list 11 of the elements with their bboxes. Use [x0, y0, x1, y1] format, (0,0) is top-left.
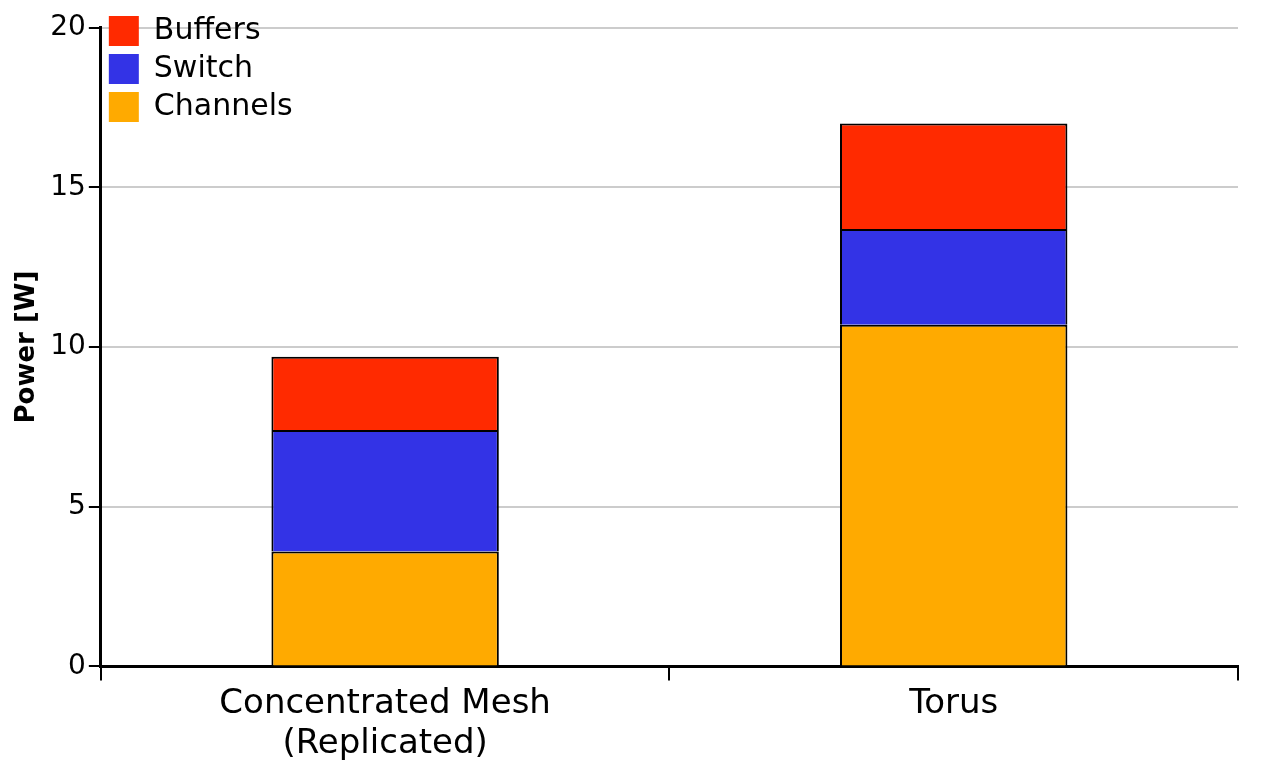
legend-label: Switch [153, 48, 254, 84]
legend-label: Buffers [153, 10, 261, 46]
y-tick-label: 20 [50, 9, 86, 43]
y-tick-label: 15 [50, 168, 86, 202]
y-tick-label: 5 [68, 488, 86, 522]
legend-label: Channels [153, 86, 293, 122]
y-tick-label: 0 [68, 647, 86, 681]
y-tick-label: 10 [50, 328, 86, 362]
y-axis-title: Power [W] [10, 270, 41, 424]
x-tick-label: Concentrated Mesh (Replicated) [219, 680, 551, 762]
x-tick-label: Torus [908, 680, 999, 721]
